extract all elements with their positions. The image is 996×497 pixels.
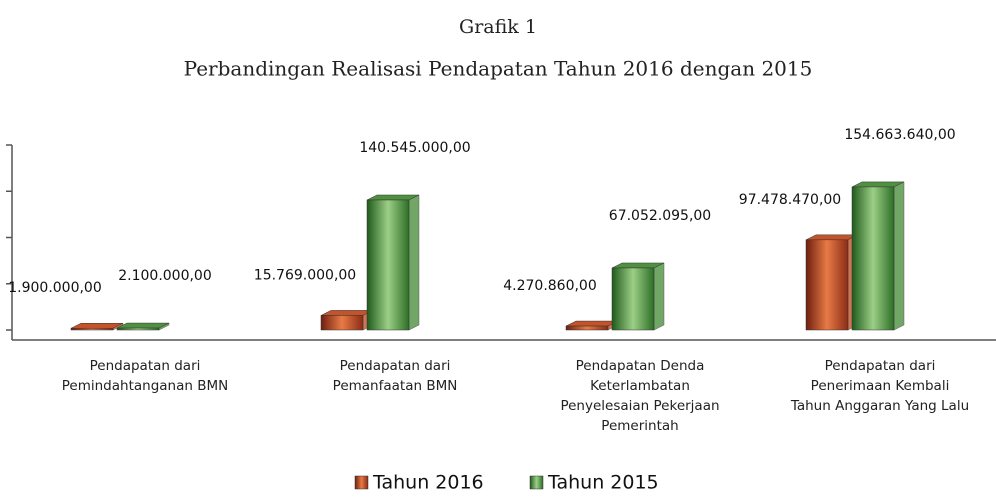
x-tick-label: Pendapatan Denda Keterlambatan Penyelesa…	[560, 358, 720, 434]
value-label: 67.052.095,00	[609, 208, 711, 224]
bar	[805, 234, 859, 331]
value-label: 97.478.470,00	[739, 192, 841, 208]
bar	[116, 322, 170, 331]
bar-front	[851, 186, 895, 331]
bar-side	[408, 194, 420, 331]
bar-front	[611, 267, 655, 331]
legend-swatch	[529, 475, 544, 490]
x-tick-label: Pendapatan dari Pemindahtanganan BMN	[61, 358, 229, 394]
value-label: 140.545.000,00	[359, 140, 470, 156]
value-label: 154.663.640,00	[844, 127, 955, 143]
legend-label: Tahun 2015	[547, 472, 659, 494]
value-label: 1.900.000,00	[8, 280, 102, 296]
bar	[565, 320, 619, 331]
bar	[320, 310, 374, 331]
bar	[611, 262, 665, 331]
value-label: 2.100.000,00	[118, 268, 212, 284]
x-tick-label: Pendapatan dari Penerimaan Kembali Tahun…	[790, 358, 970, 414]
bar-front	[116, 327, 160, 331]
bar	[366, 194, 420, 331]
legend-swatch	[354, 475, 369, 490]
value-label: 15.769.000,00	[254, 267, 356, 283]
bar-front	[565, 325, 609, 331]
bar-side	[893, 181, 905, 331]
x-tick-label: Pendapatan dari Pemanfaatan BMN	[332, 358, 458, 394]
bar	[70, 322, 124, 331]
bar-front	[320, 315, 364, 331]
value-label: 4.270.860,00	[503, 278, 597, 294]
bar-front	[70, 327, 114, 331]
chart-title: Grafik 1	[459, 16, 537, 38]
chart-subtitle: Perbandingan Realisasi Pendapatan Tahun …	[184, 57, 813, 81]
bar	[851, 181, 905, 331]
bar-front	[805, 239, 849, 331]
bar-side	[653, 262, 665, 331]
legend-label: Tahun 2016	[372, 472, 484, 494]
bar-front	[366, 199, 410, 331]
